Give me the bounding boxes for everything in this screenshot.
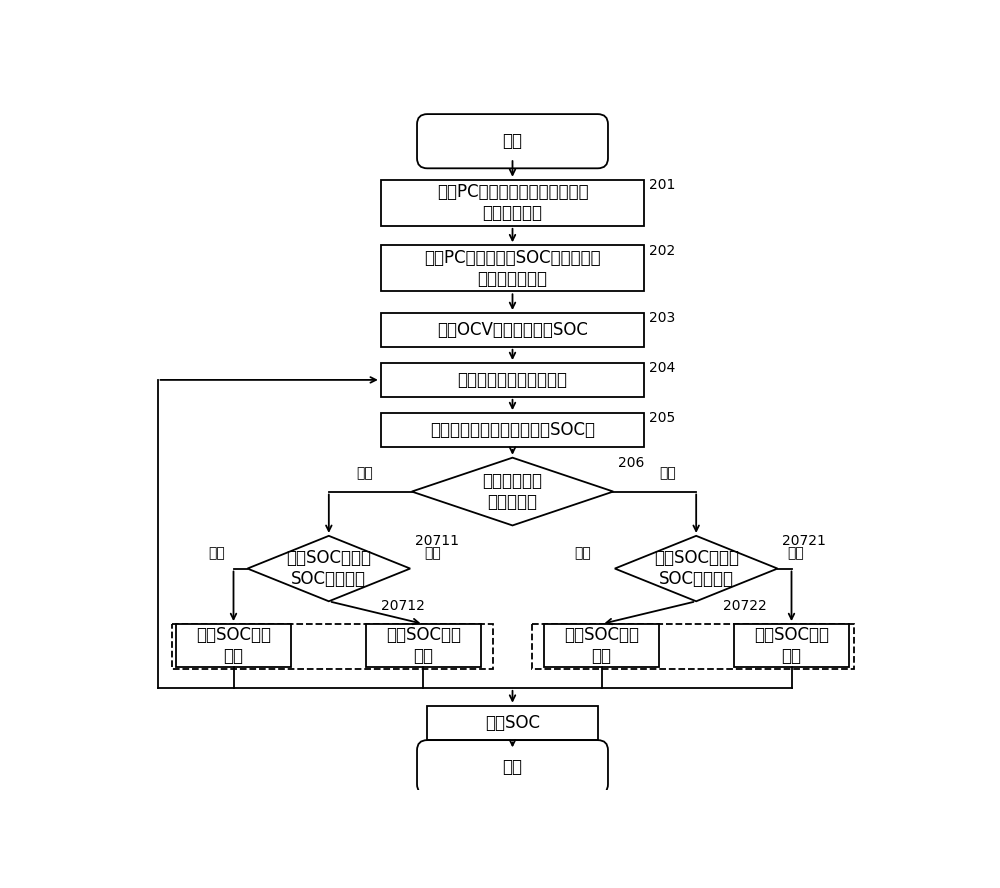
Text: 检测电池的实际干扰因素: 检测电池的实际干扰因素 xyxy=(458,371,568,389)
Text: 实际SOC与估算
SOC进行比较: 实际SOC与估算 SOC进行比较 xyxy=(286,549,371,588)
Bar xyxy=(381,363,644,397)
Text: 204: 204 xyxy=(649,361,675,376)
Text: 203: 203 xyxy=(649,312,675,325)
Text: 计算SOC: 计算SOC xyxy=(485,714,540,732)
Text: 202: 202 xyxy=(649,243,675,258)
Text: 减缓SOC变化
速率: 减缓SOC变化 速率 xyxy=(196,626,271,665)
Text: 大于: 大于 xyxy=(787,546,804,560)
Text: 20711: 20711 xyxy=(415,535,459,548)
Text: 20722: 20722 xyxy=(723,599,767,613)
Text: 开始: 开始 xyxy=(503,132,522,150)
Text: 通过PC上位机下传SOC校准斜率到
电池管理系统中: 通过PC上位机下传SOC校准斜率到 电池管理系统中 xyxy=(424,249,601,288)
Text: 通过PC上位机下传建模数据到电
池管理系统中: 通过PC上位机下传建模数据到电 池管理系统中 xyxy=(437,184,588,222)
Text: 结束: 结束 xyxy=(503,758,522,776)
Text: 小于: 小于 xyxy=(574,546,591,560)
Polygon shape xyxy=(412,457,613,526)
Text: 小于: 小于 xyxy=(424,546,441,560)
Text: 根据实际干扰因素查表估算SOC值: 根据实际干扰因素查表估算SOC值 xyxy=(430,421,595,439)
Bar xyxy=(381,413,644,447)
Text: 加快SOC变化
速率: 加快SOC变化 速率 xyxy=(754,626,829,665)
Bar xyxy=(366,624,481,667)
Bar xyxy=(172,624,493,669)
Bar xyxy=(176,624,291,667)
Polygon shape xyxy=(615,535,778,601)
Text: 实际SOC和估算
SOC进行比较: 实际SOC和估算 SOC进行比较 xyxy=(654,549,739,588)
Bar xyxy=(381,245,644,291)
Bar xyxy=(427,706,598,740)
Bar xyxy=(381,313,644,347)
Polygon shape xyxy=(247,535,410,601)
Text: 根据OCV曲线估算初始SOC: 根据OCV曲线估算初始SOC xyxy=(437,321,588,339)
Bar xyxy=(544,624,659,667)
Text: 205: 205 xyxy=(649,411,675,425)
Bar xyxy=(381,179,644,226)
Text: 充电: 充电 xyxy=(356,466,373,480)
Text: 20721: 20721 xyxy=(782,535,826,548)
Text: 放电: 放电 xyxy=(660,466,676,480)
Text: 大于: 大于 xyxy=(208,546,225,560)
FancyBboxPatch shape xyxy=(417,740,608,795)
Bar xyxy=(734,624,849,667)
Text: 20712: 20712 xyxy=(381,599,425,613)
Text: 201: 201 xyxy=(649,178,675,192)
FancyBboxPatch shape xyxy=(417,114,608,169)
Text: 206: 206 xyxy=(618,456,644,470)
Text: 减缓SOC变化
速率: 减缓SOC变化 速率 xyxy=(564,626,639,665)
Text: 加快SOC变化
速率: 加快SOC变化 速率 xyxy=(386,626,461,665)
Bar xyxy=(532,624,854,669)
Text: 根据电流判断
充放电状态: 根据电流判断 充放电状态 xyxy=(482,472,542,511)
